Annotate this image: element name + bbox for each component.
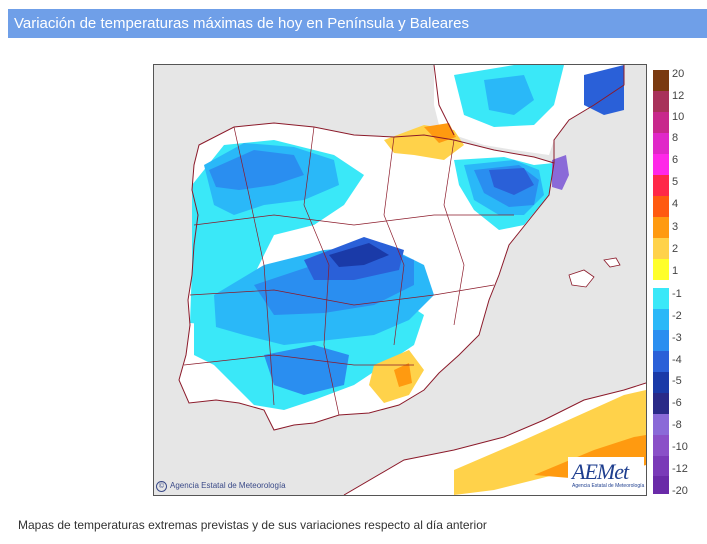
legend-label-warm-3: 8 (672, 132, 679, 144)
legend-label-warm-8: 2 (672, 243, 679, 255)
peninsula-coastline (178, 122, 555, 431)
legend-label-warm-5: 5 (672, 176, 679, 188)
aemet-logo-mark: AEMet (572, 459, 629, 484)
legend-swatch-warm-1 (653, 91, 669, 112)
color-legend: 20 12 10 8 6 5 4 3 2 1 -1 -2 -3 -4 -5 -6… (653, 68, 705, 497)
cold-zone-5 (329, 243, 389, 267)
legend-swatch-cold-8 (653, 456, 669, 476)
page-title: Variación de temperaturas máximas de hoy… (8, 9, 707, 38)
copyright-notice: © Agencia Estatal de Meteorología (156, 481, 286, 492)
legend-swatch-warm-7 (653, 217, 669, 238)
legend-label-warm-4: 6 (672, 154, 679, 166)
africa-coastline (343, 382, 646, 495)
cold-zone-4b (489, 168, 534, 195)
legend-label-cold-9: -20 (672, 485, 688, 497)
legend-swatch-cold-2 (653, 330, 669, 351)
legend-swatch-warm-2 (653, 112, 669, 133)
legend-label-cold-0: -1 (672, 288, 682, 300)
legend-label-cold-5: -6 (672, 397, 682, 409)
cold-zone-france-c (484, 75, 534, 115)
cold-zone-france (584, 65, 624, 115)
warm-zone-africa (454, 390, 646, 495)
legend-swatch-warm-5 (653, 175, 669, 196)
warm-zone-pyrenees-b (424, 123, 456, 143)
france-border (433, 65, 625, 163)
map-graphic (178, 65, 646, 495)
temperature-variation-map: © Agencia Estatal de Meteorología AEMet A… (153, 64, 647, 496)
legend-swatch-warm-6 (653, 196, 669, 217)
aemet-logo-subtitle: Agencia Estatal de Meteorología (572, 483, 645, 489)
cold-zone-3 (209, 150, 304, 190)
legend-swatch-cold-3 (653, 351, 669, 372)
legend-swatch-warm-3 (653, 133, 669, 154)
legend-swatch-cold-7 (653, 435, 669, 456)
legend-label-warm-1: 12 (672, 90, 685, 102)
legend-swatch-warm-4 (653, 154, 669, 175)
legend-swatch-warm-9 (653, 259, 669, 280)
legend-label-cold-2: -3 (672, 332, 682, 344)
legend-label-cold-7: -10 (672, 441, 688, 453)
copyright-icon: © (156, 481, 167, 492)
legend-swatch-cold-6 (653, 414, 669, 435)
legend-swatch-cold-4 (653, 372, 669, 393)
cold-zone-3d (264, 345, 349, 395)
balearic-islands-b (603, 257, 621, 268)
legend-swatch-warm-8 (653, 238, 669, 259)
aemet-logo: AEMet Agencia Estatal de Meteorología (568, 457, 644, 493)
cold-zone-8 (552, 155, 569, 190)
region-borders (183, 126, 514, 416)
legend-swatch-cold-5 (653, 393, 669, 414)
legend-label-cold-4: -5 (672, 375, 682, 387)
balearic-islands (568, 269, 595, 288)
warm-zone-southeast-b (394, 363, 412, 387)
map-caption: Mapas de temperaturas extremas previstas… (18, 518, 487, 532)
legend-swatch-cold-0 (653, 288, 669, 309)
legend-label-warm-7: 3 (672, 221, 679, 233)
legend-label-warm-0: 20 (672, 68, 685, 80)
legend-label-warm-9: 1 (672, 265, 679, 277)
legend-label-cold-3: -4 (672, 354, 682, 366)
legend-label-cold-1: -2 (672, 310, 682, 322)
legend-swatch-cold-1 (653, 309, 669, 330)
legend-label-cold-8: -12 (672, 463, 688, 475)
legend-label-warm-6: 4 (672, 198, 679, 210)
legend-swatch-warm-0 (653, 70, 669, 91)
legend-label-warm-2: 10 (672, 111, 685, 123)
legend-swatch-cold-9 (653, 476, 669, 494)
legend-label-cold-6: -8 (672, 419, 682, 431)
